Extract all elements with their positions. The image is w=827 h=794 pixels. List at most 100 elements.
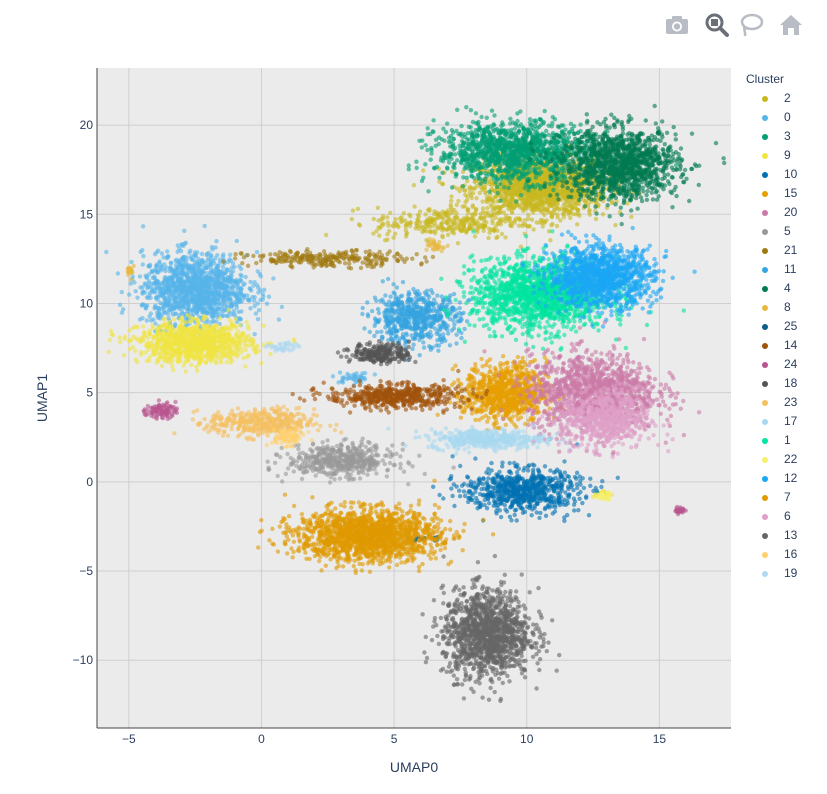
point-cluster-0 [340, 375, 345, 380]
point-cluster-0 [179, 261, 184, 266]
point-cluster-0 [256, 308, 262, 313]
point-cluster-2 [460, 204, 465, 209]
point-cluster-2 [485, 205, 490, 211]
point-cluster-2 [561, 203, 566, 208]
point-cluster-9 [110, 333, 116, 338]
point-cluster-0 [228, 297, 233, 302]
point-cluster-3 [447, 160, 452, 165]
point-cluster-2 [477, 190, 482, 196]
point-cluster-0 [162, 298, 167, 303]
point-cluster-2 [555, 215, 560, 220]
point-cluster-0 [175, 288, 180, 293]
point-cluster-0 [214, 319, 219, 324]
point-cluster-9 [122, 336, 127, 341]
point-cluster-0 [218, 270, 223, 275]
point-cluster-2 [421, 168, 426, 173]
point-cluster-2 [454, 202, 459, 208]
point-cluster-2 [404, 231, 409, 237]
point-cluster-2 [467, 184, 473, 190]
point-cluster-0 [233, 279, 238, 285]
point-cluster-3 [516, 169, 522, 174]
point-cluster-3 [421, 175, 426, 180]
point-cluster-2 [427, 207, 432, 212]
point-cluster-2 [469, 216, 474, 221]
point-cluster-0 [170, 312, 175, 317]
point-cluster-0 [187, 250, 192, 255]
point-cluster-2 [542, 207, 547, 212]
point-cluster-3 [515, 118, 520, 124]
point-cluster-0 [202, 223, 207, 229]
point-cluster-3 [432, 166, 437, 171]
point-cluster-2 [385, 215, 390, 220]
lasso-button[interactable] [736, 10, 766, 40]
point-cluster-3 [537, 166, 542, 171]
point-cluster-2 [575, 222, 580, 227]
point-cluster-3 [419, 145, 424, 150]
point-cluster-0 [194, 304, 199, 309]
point-cluster-3 [526, 184, 531, 189]
point-cluster-3 [551, 187, 556, 193]
point-cluster-2 [549, 210, 554, 215]
point-cluster-3 [538, 117, 544, 123]
point-cluster-3 [474, 142, 479, 148]
point-cluster-3 [459, 131, 464, 136]
point-cluster-2 [497, 219, 503, 224]
point-cluster-9 [214, 360, 219, 366]
point-cluster-3 [536, 137, 542, 142]
point-cluster-2 [490, 218, 495, 223]
point-cluster-2 [493, 215, 498, 220]
point-cluster-2 [489, 183, 495, 188]
point-cluster-0 [168, 260, 174, 266]
point-cluster-2 [405, 221, 410, 227]
point-cluster-2 [556, 207, 562, 212]
point-cluster-3 [507, 142, 512, 147]
point-cluster-0 [190, 300, 195, 305]
point-cluster-3 [469, 152, 474, 158]
point-cluster-0 [152, 275, 157, 281]
point-cluster-0 [337, 370, 343, 375]
point-cluster-3 [506, 177, 511, 182]
point-cluster-3 [475, 172, 481, 177]
point-cluster-0 [142, 281, 147, 286]
point-cluster-2 [481, 228, 486, 233]
point-cluster-0 [174, 257, 179, 262]
point-cluster-2 [492, 228, 497, 233]
point-cluster-2 [349, 216, 354, 222]
point-cluster-2 [526, 212, 531, 218]
camera-button[interactable] [662, 10, 692, 40]
point-cluster-3 [468, 125, 473, 130]
point-cluster-0 [151, 281, 156, 286]
point-cluster-3 [530, 161, 536, 166]
point-cluster-3 [530, 182, 536, 188]
point-cluster-2 [570, 203, 575, 208]
point-cluster-3 [483, 155, 489, 160]
home-button[interactable] [776, 10, 806, 40]
point-cluster-2 [568, 215, 573, 221]
point-cluster-0 [178, 299, 183, 304]
point-cluster-0 [161, 255, 166, 260]
point-cluster-3 [474, 134, 480, 139]
point-cluster-2 [600, 212, 606, 217]
zoom-button[interactable] [702, 10, 732, 40]
point-cluster-2 [487, 230, 492, 235]
point-cluster-2 [475, 229, 480, 235]
point-cluster-0 [128, 281, 133, 286]
point-cluster-3 [425, 126, 430, 131]
point-cluster-2 [424, 229, 429, 234]
point-cluster-2 [493, 204, 498, 209]
point-cluster-3 [495, 190, 500, 196]
point-cluster-9 [189, 362, 194, 368]
point-cluster-3 [420, 138, 425, 143]
point-cluster-3 [544, 162, 549, 167]
point-cluster-2 [501, 203, 507, 208]
point-cluster-0 [167, 307, 172, 313]
point-cluster-3 [509, 133, 515, 139]
point-cluster-3 [531, 118, 537, 124]
point-cluster-3 [466, 166, 471, 171]
point-cluster-0 [218, 286, 223, 291]
point-cluster-3 [489, 168, 494, 173]
point-cluster-0 [182, 228, 187, 233]
point-cluster-0 [252, 280, 257, 285]
point-cluster-3 [523, 154, 528, 160]
